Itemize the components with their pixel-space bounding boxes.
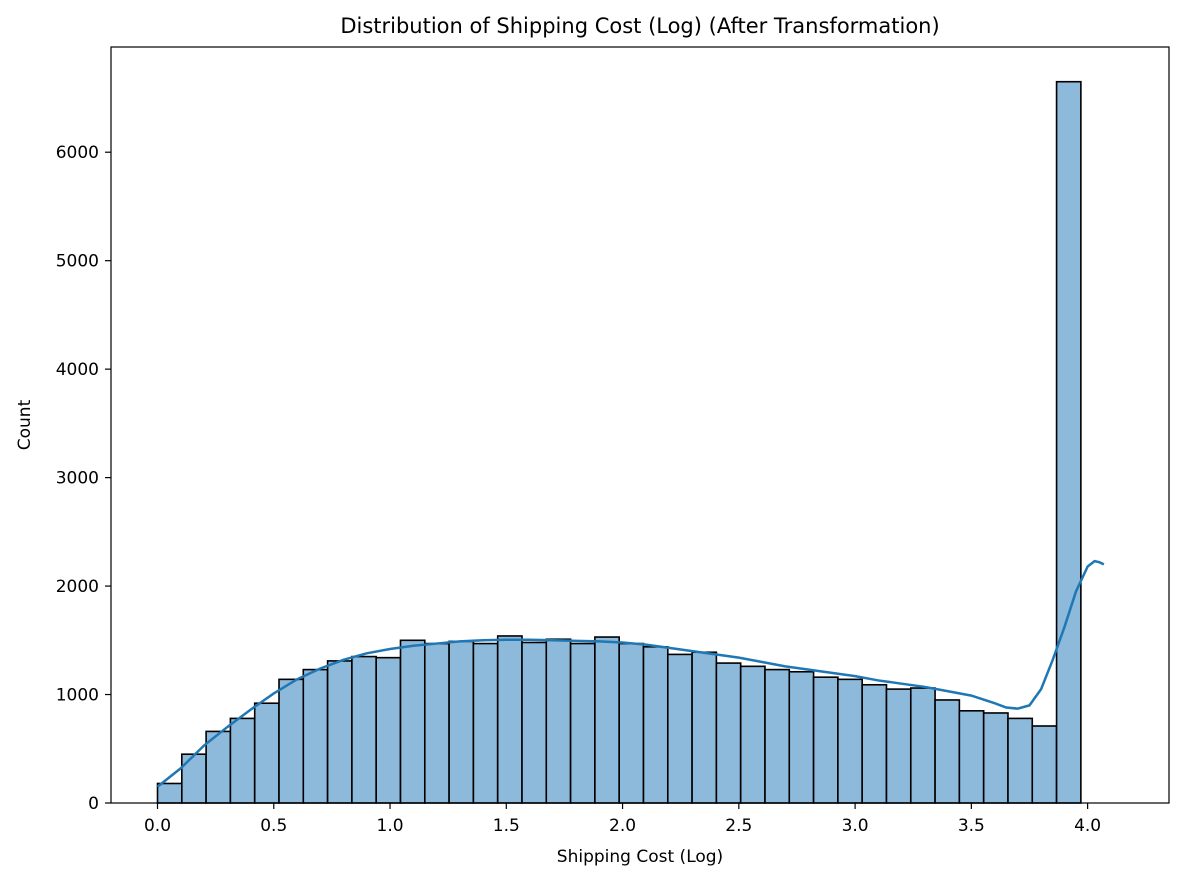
y-tick-label: 0: [88, 794, 99, 814]
x-tick-label: 1.0: [377, 816, 404, 836]
y-axis-label: Count: [15, 399, 35, 450]
histogram-bar: [156, 782, 183, 804]
y-axis-ticks: 0 1000 2000 3000 4000 5000 6000: [56, 143, 111, 814]
histogram-bar: [496, 635, 523, 804]
x-tick-label: 3.5: [958, 816, 985, 836]
x-tick-label: 0.5: [260, 816, 287, 836]
histogram-bars: [156, 80, 1082, 804]
histogram-bar: [958, 710, 985, 804]
histogram-bar: [691, 651, 718, 804]
histogram-bar: [253, 702, 280, 804]
histogram-bar: [448, 640, 475, 804]
histogram-bar: [375, 656, 402, 804]
histogram-bar: [764, 668, 791, 804]
histogram-bar: [399, 639, 426, 804]
x-tick-label: 4.0: [1074, 816, 1101, 836]
histogram-bar: [909, 687, 936, 804]
histogram-bar: [788, 670, 815, 804]
plot-area-frame: [110, 46, 1170, 804]
histogram-bar: [715, 662, 742, 804]
histogram-bar: [181, 753, 207, 804]
histogram-bar: [666, 653, 693, 804]
y-tick-label: 2000: [56, 577, 99, 597]
histogram-bar: [569, 642, 596, 804]
y-tick-label: 6000: [56, 143, 99, 163]
histogram-bar: [545, 638, 572, 804]
histogram-bar: [885, 688, 912, 804]
histogram-bar: [1031, 725, 1058, 804]
histogram-bar: [934, 699, 961, 804]
x-tick-label: 3.0: [842, 816, 869, 836]
histogram-bar: [326, 660, 353, 804]
histogram-bar: [521, 641, 548, 804]
y-tick-label: 4000: [56, 360, 99, 380]
x-tick-label: 2.0: [609, 816, 636, 836]
histogram-bar: [812, 676, 839, 804]
y-tick-label: 3000: [56, 469, 99, 489]
x-axis-label: Shipping Cost (Log): [557, 847, 723, 867]
histogram-bar: [229, 717, 256, 804]
kde-density-line: [156, 559, 1105, 788]
x-axis-ticks: 0.0 0.5 1.0 1.5 2.0 2.5 3.0 3.5 4.0: [144, 803, 1101, 836]
histogram-bar: [278, 678, 305, 804]
y-tick-label: 5000: [56, 252, 99, 272]
histogram-bar: [1055, 80, 1082, 804]
histogram-bar: [1007, 717, 1034, 804]
histogram-bar: [861, 683, 888, 804]
chart-title: Distribution of Shipping Cost (Log) (Aft…: [340, 14, 939, 38]
histogram-bar: [739, 665, 766, 804]
histogram-bar: [423, 642, 450, 804]
histogram-bar: [642, 646, 669, 804]
x-tick-label: 0.0: [144, 816, 171, 836]
histogram-bar: [302, 668, 329, 804]
histogram-bar: [472, 642, 499, 804]
histogram-bar: [982, 712, 1009, 804]
histogram-bar: [837, 678, 863, 804]
x-tick-label: 2.5: [725, 816, 752, 836]
histogram-bar: [351, 655, 377, 804]
y-tick-label: 1000: [56, 686, 99, 706]
x-tick-label: 1.5: [493, 816, 520, 836]
histogram-bar: [618, 642, 645, 804]
histogram-bar: [594, 636, 620, 804]
